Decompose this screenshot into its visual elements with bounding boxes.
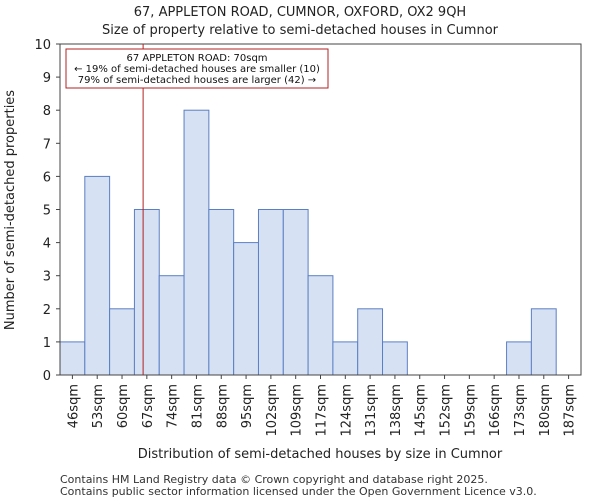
bar-60sqm	[109, 308, 135, 376]
x-tick-label: 145sqm	[414, 384, 429, 437]
x-tick-label: 173sqm	[513, 384, 528, 437]
y-tick-label: 5	[43, 204, 51, 219]
y-tick-label: 2	[43, 303, 51, 318]
bar-180sqm	[530, 308, 557, 376]
x-ticks-group: 46sqm 53sqm 60sqm 67sqm 74sqm 81sqm 88sqm 95sqm…	[66, 375, 578, 437]
bar-117sqm	[307, 275, 334, 376]
x-tick-label: 152sqm	[439, 384, 454, 437]
annotation-line1: 67 APPLETON ROAD: 70sqm	[126, 53, 267, 64]
x-tick-label: 180sqm	[538, 384, 553, 437]
y-tick-label: 3	[43, 270, 51, 285]
bar-95sqm	[233, 242, 259, 376]
x-tick-label: 131sqm	[364, 384, 379, 437]
y-tick-label: 4	[43, 237, 51, 252]
x-tick-label: 102sqm	[265, 384, 280, 437]
chart-title-line1: 67, APPLETON ROAD, CUMNOR, OXFORD, OX2 9…	[134, 5, 466, 20]
y-tick-label: 0	[43, 369, 51, 384]
x-tick-label: 159sqm	[463, 384, 478, 437]
x-tick-label: 166sqm	[488, 384, 503, 437]
y-tick-label: 10	[34, 38, 51, 53]
x-tick-label: 81sqm	[190, 384, 205, 428]
y-axis-label: Number of semi-detached properties	[3, 90, 18, 330]
bar-88sqm	[208, 209, 235, 376]
y-tick-label: 7	[43, 137, 51, 152]
y-tick-label: 9	[43, 71, 51, 86]
x-tick-label: 53sqm	[91, 384, 106, 428]
annotation-line2: ← 19% of semi-detached houses are smalle…	[74, 64, 320, 75]
annotation-box: 67 APPLETON ROAD: 70sqm ← 19% of semi-de…	[65, 48, 329, 89]
annotation-line3: 79% of semi-detached houses are larger (…	[78, 75, 316, 86]
footer-line1: Contains HM Land Registry data © Crown c…	[60, 473, 488, 486]
x-axis-label: Distribution of semi-detached houses by …	[138, 447, 503, 462]
bar-124sqm	[332, 341, 359, 376]
bar-81sqm	[183, 109, 210, 376]
bar-102sqm	[257, 209, 284, 376]
footer-line2: Contains public sector information licen…	[60, 485, 537, 498]
bar-138sqm	[382, 341, 408, 376]
x-tick-label: 74sqm	[166, 384, 181, 428]
y-ticks-group: 0 1 2 3 4 5 6 7 8 9 10	[34, 38, 60, 384]
x-tick-label: 60sqm	[116, 384, 131, 428]
y-tick-label: 8	[43, 104, 51, 119]
plot-frame	[59, 43, 582, 376]
bar-46sqm	[59, 341, 86, 376]
bar-131sqm	[357, 308, 384, 376]
bar-173sqm	[506, 341, 532, 376]
y-tick-label: 1	[43, 336, 51, 351]
x-tick-label: 124sqm	[339, 384, 354, 437]
x-tick-label: 109sqm	[290, 384, 305, 437]
x-tick-label: 138sqm	[389, 384, 404, 437]
bars-group	[59, 109, 557, 376]
bar-109sqm	[282, 209, 309, 376]
x-tick-label: 95sqm	[240, 384, 255, 428]
bar-74sqm	[158, 275, 185, 376]
bar-53sqm	[84, 175, 111, 376]
chart-title-line2: Size of property relative to semi-detach…	[102, 23, 499, 38]
x-tick-label: 67sqm	[141, 384, 156, 428]
x-tick-label: 46sqm	[66, 384, 81, 428]
x-tick-label: 117sqm	[315, 384, 330, 437]
y-tick-label: 6	[43, 170, 51, 185]
x-tick-label: 88sqm	[215, 384, 230, 428]
axes	[59, 43, 582, 376]
annotation-border	[65, 48, 329, 89]
bar-67sqm	[133, 209, 160, 376]
x-tick-label: 187sqm	[563, 384, 578, 437]
